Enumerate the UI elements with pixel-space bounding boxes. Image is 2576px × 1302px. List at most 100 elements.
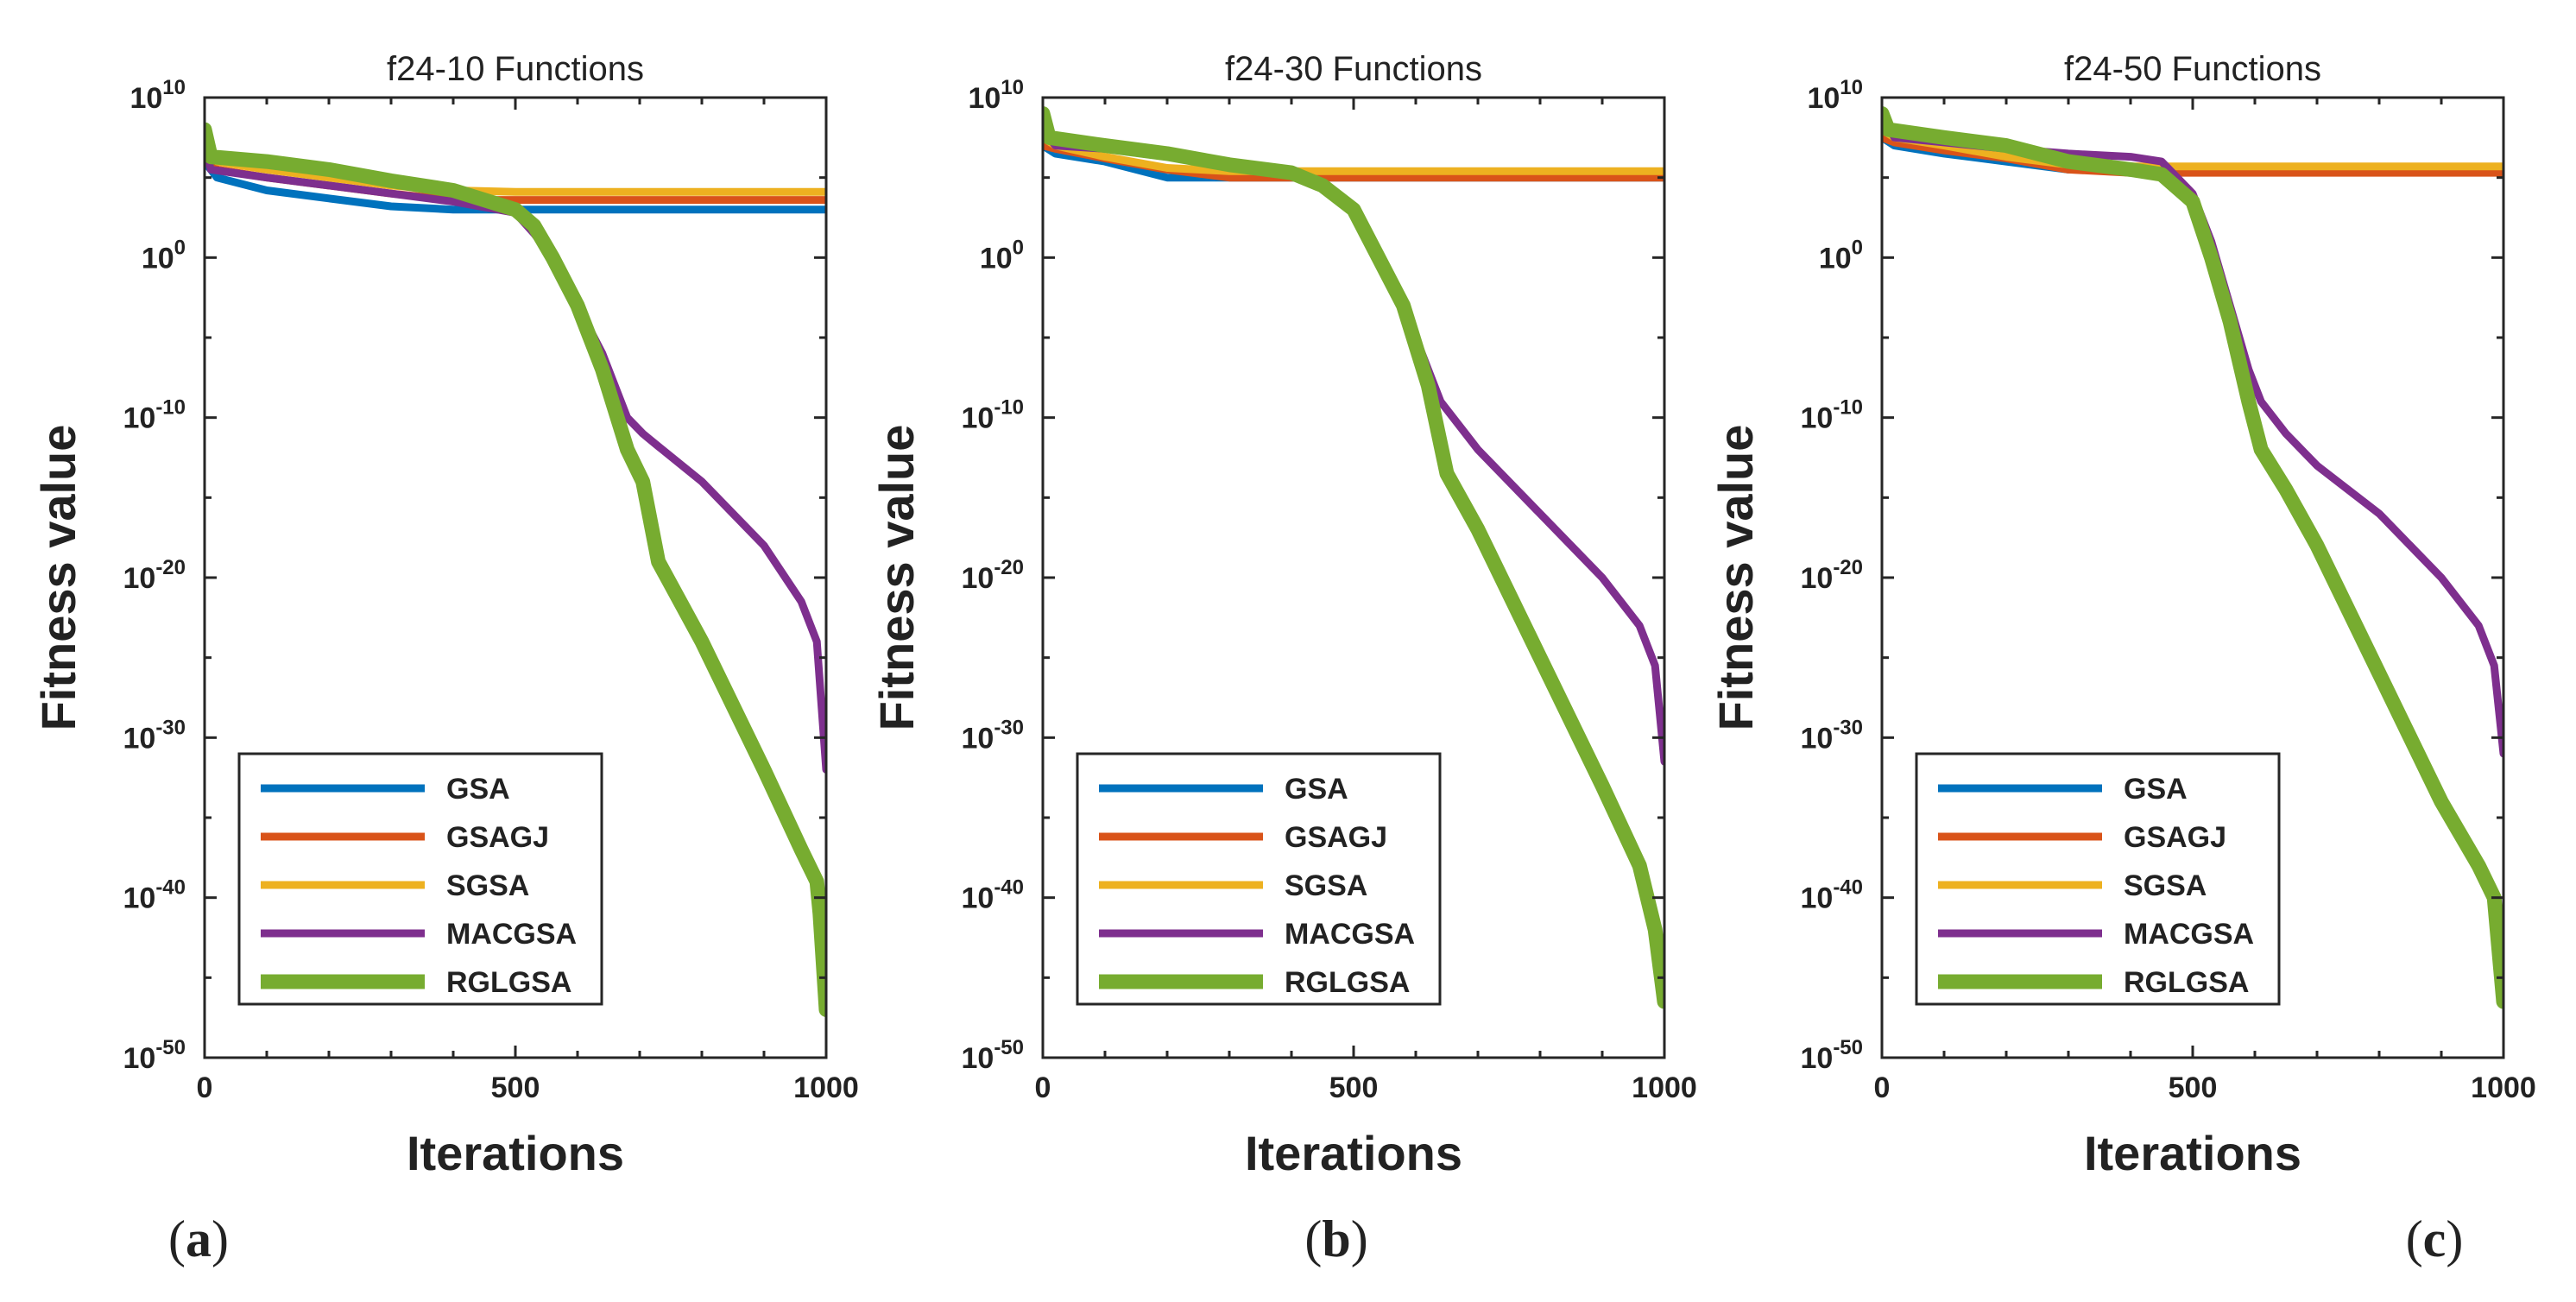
chart-title: f24-50 Functions	[2064, 50, 2321, 88]
y-tick-exponent: 10	[162, 76, 186, 99]
x-tick-label: 0	[1035, 1071, 1051, 1104]
y-tick-label: 1010	[1807, 76, 1863, 115]
y-tick-exponent: -10	[994, 396, 1024, 420]
panel-label: (c)	[2406, 1210, 2464, 1267]
legend-label-macgsa: MACGSA	[1285, 918, 1415, 951]
y-tick-base: 10	[1800, 562, 1833, 595]
legend-label-macgsa: MACGSA	[446, 918, 577, 951]
chart-panel-1: f24-10 Functions101010010-1010-2010-3010…	[31, 50, 859, 1267]
plot-area	[1043, 106, 1664, 1009]
legend-label-sgsa: SGSA	[446, 869, 529, 902]
legend-box	[1915, 752, 2281, 1006]
legend-label-sgsa: SGSA	[2124, 869, 2207, 902]
y-tick-label: 100	[142, 236, 186, 275]
y-tick-base: 10	[980, 242, 1013, 275]
chart-panel-2: f24-30 Functions101010010-1010-2010-3010…	[869, 50, 1697, 1267]
y-tick-base: 10	[1800, 722, 1833, 755]
y-tick-base: 10	[123, 562, 155, 595]
x-tick-label: 0	[1874, 1071, 1891, 1104]
y-tick-exponent: -50	[1833, 1036, 1863, 1059]
y-tick-base: 10	[961, 562, 994, 595]
y-tick-label: 100	[1819, 236, 1863, 275]
legend: GSA GSAGJ SGSA MACGSA RGLGSA	[237, 752, 603, 1006]
y-tick-label: 1010	[129, 76, 186, 115]
chart-panel-3: f24-50 Functions101010010-1010-2010-3010…	[1708, 50, 2536, 1267]
y-tick-label: 10-30	[123, 716, 186, 755]
legend-label-macgsa: MACGSA	[2124, 918, 2254, 951]
panel-label-open: (	[1304, 1210, 1322, 1267]
y-tick-label: 10-30	[961, 716, 1024, 755]
legend-label-rglgsa: RGLGSA	[2124, 966, 2249, 999]
x-tick-label: 500	[491, 1071, 540, 1104]
y-tick-base: 10	[961, 402, 994, 435]
legend-label-gsa: GSA	[446, 773, 510, 806]
panel-label-letter: c	[2423, 1210, 2447, 1267]
y-tick-label: 1010	[968, 76, 1024, 115]
y-axis-label: Fitness value	[869, 425, 924, 731]
y-tick-base: 10	[961, 1042, 994, 1075]
y-tick-exponent: 10	[1001, 76, 1024, 99]
panel-label-letter: b	[1322, 1210, 1350, 1267]
legend-label-rglgsa: RGLGSA	[446, 966, 571, 999]
y-tick-label: 10-20	[123, 556, 186, 595]
y-tick-exponent: -20	[155, 556, 186, 579]
y-tick-base: 10	[968, 82, 1001, 115]
y-tick-label: 10-20	[1800, 556, 1863, 595]
panel-label-close: )	[212, 1210, 229, 1267]
y-tick-base: 10	[123, 402, 155, 435]
y-tick-exponent: 10	[1840, 76, 1863, 99]
y-tick-base: 10	[123, 1042, 155, 1075]
panel-label-close: )	[1351, 1210, 1368, 1267]
y-tick-exponent: -30	[1833, 716, 1863, 739]
x-tick-label: 1000	[793, 1071, 859, 1104]
legend: GSA GSAGJ SGSA MACGSA RGLGSA	[1915, 752, 2281, 1006]
plot-area	[1882, 106, 2503, 1009]
y-tick-base: 10	[1807, 82, 1840, 115]
y-tick-label: 10-50	[123, 1036, 186, 1075]
panel-label: (a)	[168, 1210, 229, 1267]
y-tick-base: 10	[142, 242, 174, 275]
y-tick-exponent: -40	[155, 876, 186, 900]
y-tick-exponent: 0	[174, 236, 186, 259]
y-tick-base: 10	[1800, 1042, 1833, 1075]
y-tick-label: 10-50	[961, 1036, 1024, 1075]
y-axis-label: Fitness value	[31, 425, 85, 731]
y-tick-base: 10	[1800, 402, 1833, 435]
y-tick-label: 10-40	[1800, 876, 1863, 915]
series-line-rglgsa	[205, 122, 826, 1017]
legend-label-gsagj: GSAGJ	[2124, 821, 2226, 854]
panel-label-close: )	[2446, 1210, 2463, 1267]
y-tick-base: 10	[1819, 242, 1852, 275]
legend-box	[237, 752, 603, 1006]
y-tick-base: 10	[961, 882, 994, 915]
x-tick-label: 1000	[2471, 1071, 2536, 1104]
y-tick-exponent: -10	[155, 396, 186, 420]
x-tick-label: 500	[1329, 1071, 1379, 1104]
y-tick-label: 10-50	[1800, 1036, 1863, 1075]
y-tick-label: 10-40	[961, 876, 1024, 915]
y-axis-label: Fitness value	[1708, 425, 1763, 731]
legend: GSA GSAGJ SGSA MACGSA RGLGSA	[1076, 752, 1442, 1006]
panel-label-open: (	[2406, 1210, 2423, 1267]
legend-label-gsa: GSA	[2124, 773, 2188, 806]
x-tick-label: 500	[2169, 1071, 2218, 1104]
y-tick-label: 10-10	[1800, 396, 1863, 435]
x-tick-label: 1000	[1632, 1071, 1697, 1104]
panel-label-open: (	[168, 1210, 186, 1267]
panel-label: (b)	[1304, 1210, 1367, 1267]
y-tick-base: 10	[123, 722, 155, 755]
y-tick-label: 10-40	[123, 876, 186, 915]
y-tick-base: 10	[129, 82, 162, 115]
y-tick-exponent: 0	[1852, 236, 1863, 259]
y-tick-base: 10	[123, 882, 155, 915]
series-line-rglgsa	[1882, 106, 2503, 1009]
y-tick-exponent: -50	[994, 1036, 1024, 1059]
chart-title: f24-10 Functions	[387, 50, 644, 88]
y-tick-base: 10	[1800, 882, 1833, 915]
series-line-macgsa	[205, 142, 826, 774]
y-tick-exponent: -50	[155, 1036, 186, 1059]
y-tick-label: 10-20	[961, 556, 1024, 595]
legend-label-rglgsa: RGLGSA	[1285, 966, 1410, 999]
y-tick-exponent: -40	[994, 876, 1024, 900]
